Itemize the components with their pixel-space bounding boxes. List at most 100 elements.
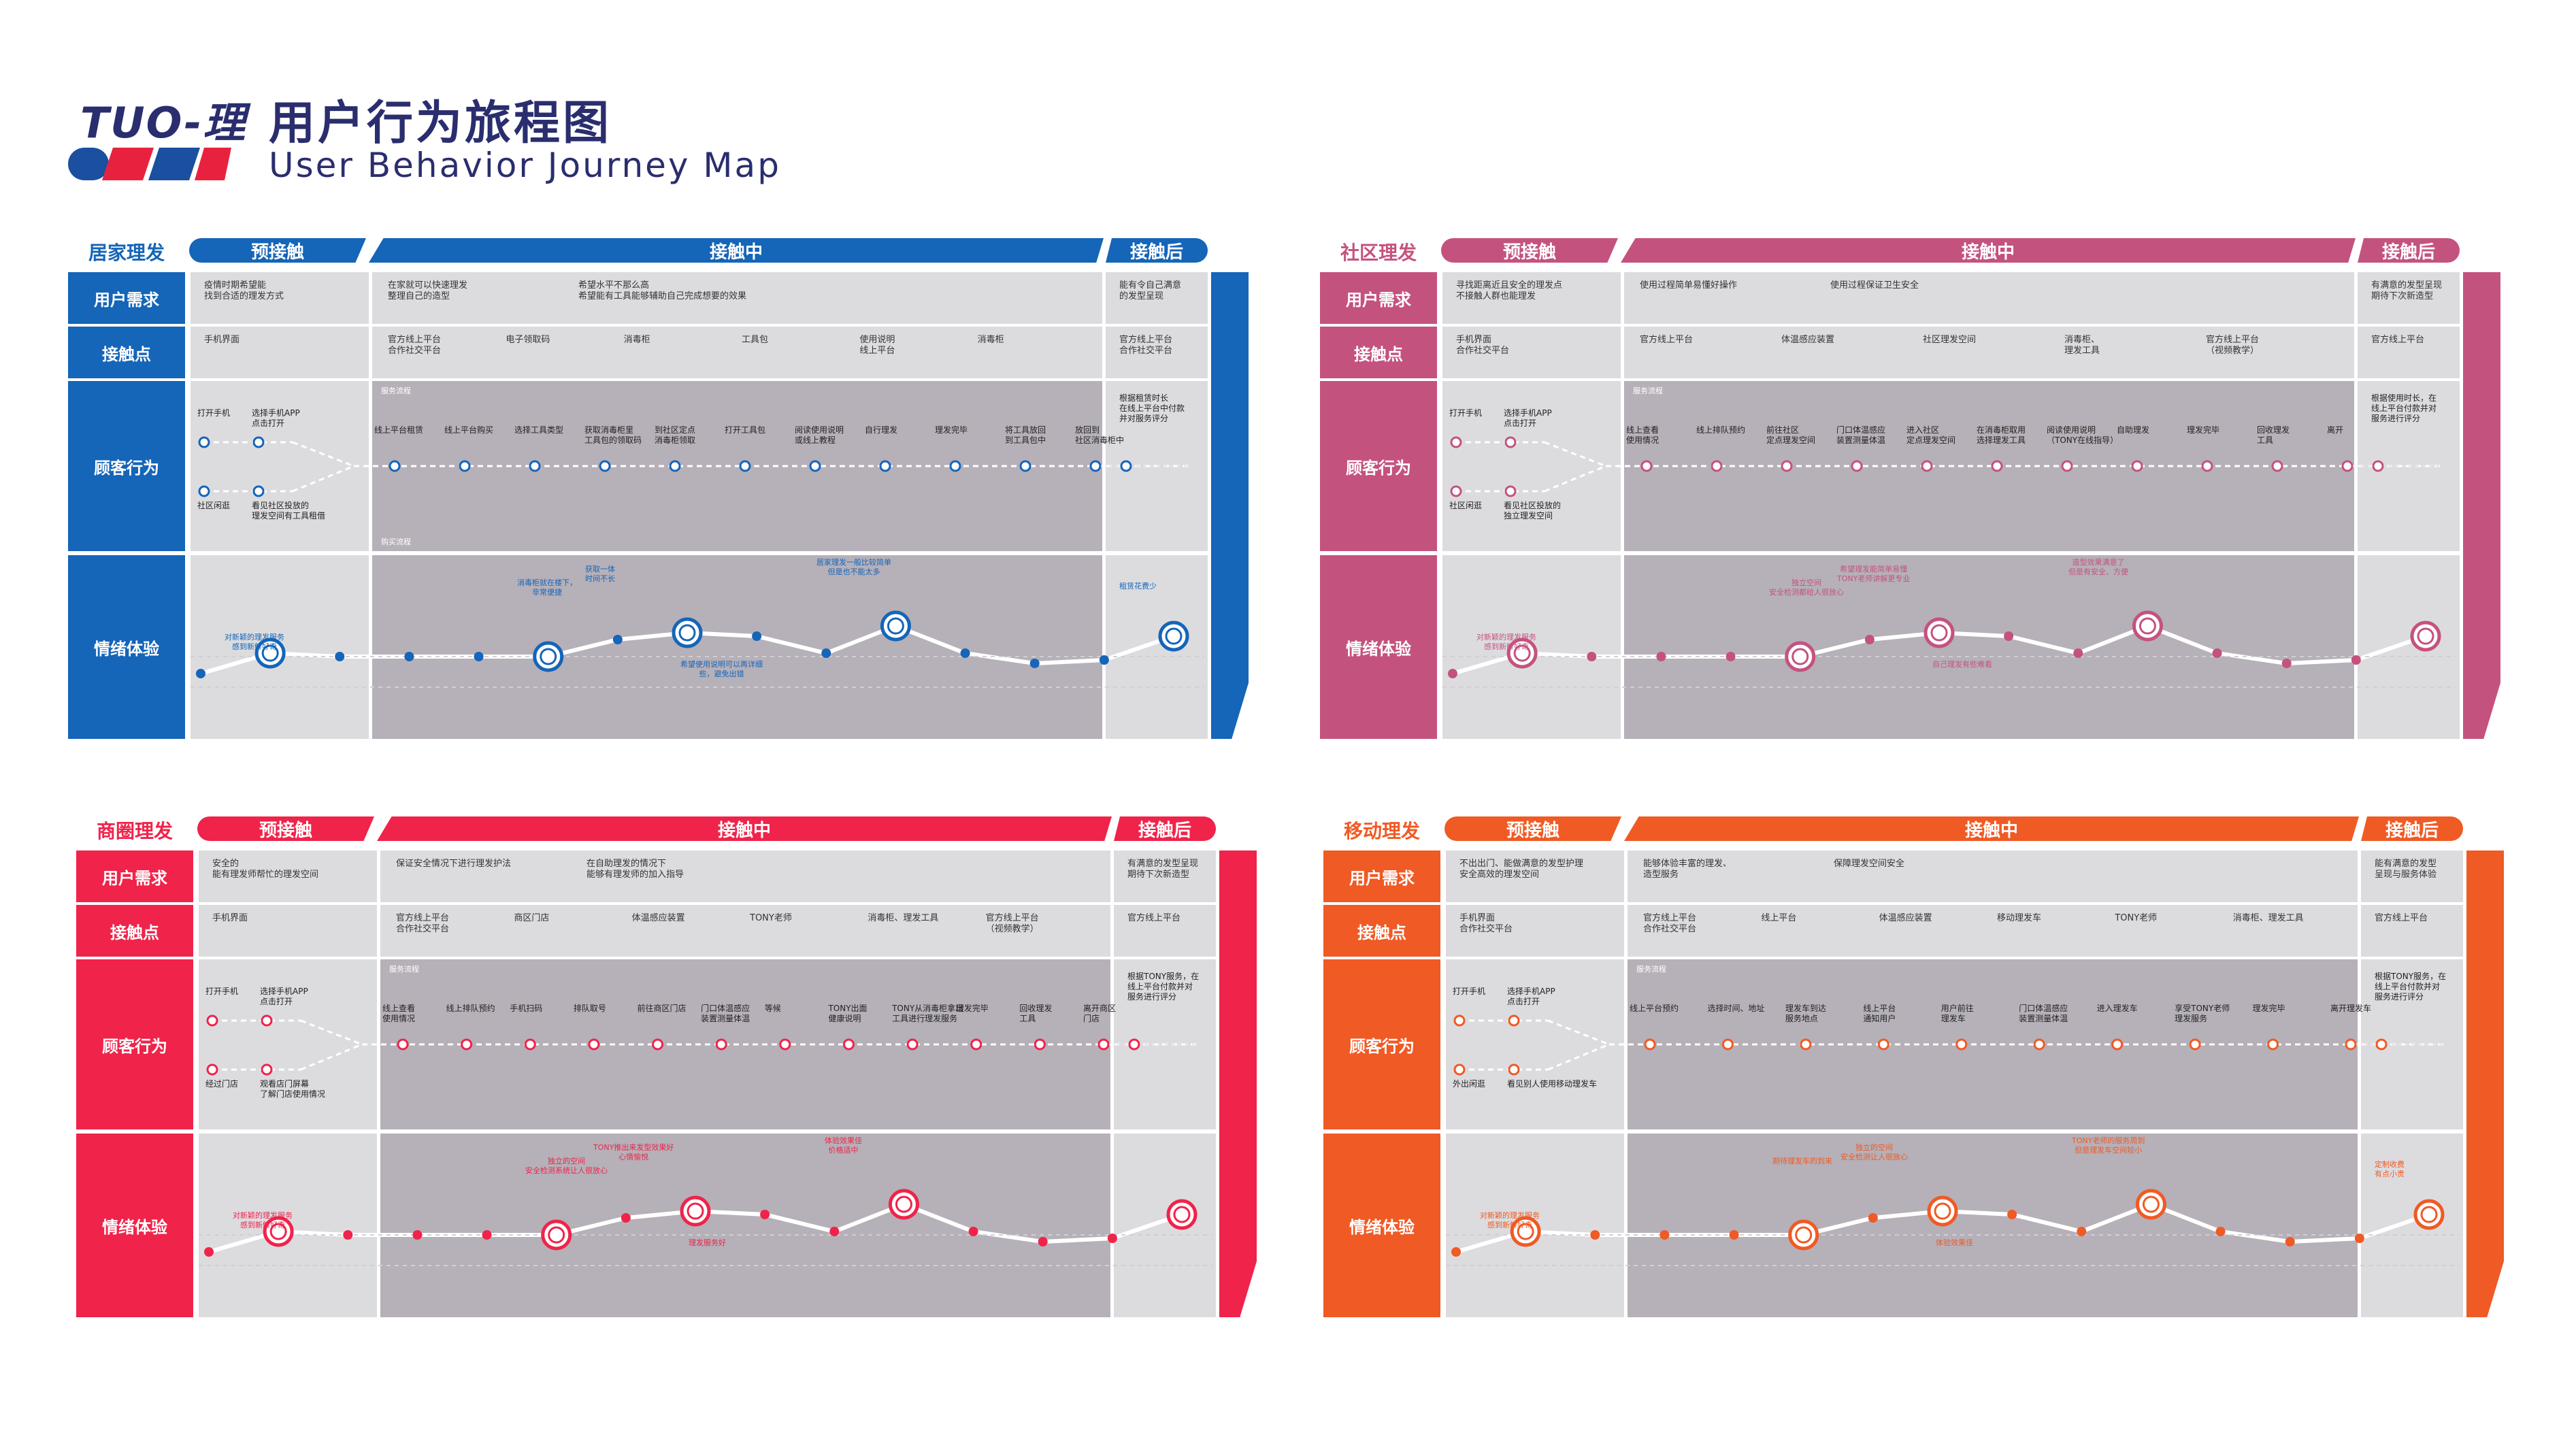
action-node — [1991, 460, 2003, 472]
grid-cell — [1114, 850, 1216, 902]
emotion-node — [960, 648, 970, 658]
grid-cell — [380, 850, 1110, 902]
action-node — [206, 1014, 218, 1027]
need-text: 保证安全情况下进行理发护法 — [396, 859, 512, 869]
emotion-node — [1864, 635, 1875, 644]
emotion-node — [2354, 1234, 2364, 1243]
action-label: 阅读使用说明 （TONY在线指导） — [2047, 425, 2119, 445]
emotion-annotation: 期待理发车的到来 — [1772, 1157, 1832, 1166]
stage-mid: 接触中 — [1621, 238, 2356, 263]
smiley-icon — [1506, 638, 1538, 669]
touchpoint-text: 消毒柜 — [623, 335, 650, 345]
touchpoint-text: 官方线上平台 （视频教学） — [2206, 335, 2260, 356]
action-node — [2341, 460, 2354, 472]
grid-cell — [2361, 1134, 2463, 1317]
smiley-icon — [1795, 1226, 1813, 1244]
flow-tag-service: 服务流程 — [1636, 965, 1666, 974]
need-text: 有满意的发型呈现 期待下次新造型 — [2371, 280, 2443, 301]
touchpoint-text: 工具包 — [742, 335, 769, 345]
action-label: 看见别人使用移动理发车 — [1507, 1079, 1598, 1089]
action-label: 线上排队预约 — [446, 1004, 495, 1013]
action-path — [300, 1019, 363, 1071]
grid-cell — [1446, 959, 1624, 1129]
touchpoint-text: 社区理发空间 — [1923, 335, 1977, 345]
emotion-annotation: 独立的空间 安全检测系统让人很放心 — [525, 1157, 608, 1175]
smiley-icon — [1517, 1223, 1534, 1240]
grid-cell — [1106, 327, 1208, 378]
touchpoint-text: 官方线上平台 （视频教学） — [985, 913, 1039, 934]
action-node — [2372, 460, 2384, 472]
panel-title: 居家理发 — [88, 242, 165, 264]
row-head-emotion: 情绪体验 — [1323, 1134, 1440, 1317]
action-label: 回收理发 工具 — [2257, 425, 2290, 445]
action-label: 线上查看 使用情况 — [1626, 425, 1659, 445]
touchpoint-text: 官方线上平台 — [1640, 335, 1694, 345]
smiley-icon — [2139, 617, 2156, 635]
grid-cell — [1446, 905, 1624, 957]
emotion-node — [2007, 1210, 2017, 1219]
flow-tag-service: 服务流程 — [389, 965, 419, 974]
emotion-node — [1725, 652, 1736, 661]
emotion-node — [412, 1230, 423, 1240]
action-node — [461, 1038, 473, 1051]
emotion-annotation: 体验效果佳 — [1936, 1238, 1973, 1247]
smiley-icon — [1791, 648, 1809, 665]
emotion-node — [1590, 1230, 1600, 1240]
emotion-node — [1659, 1230, 1670, 1240]
action-node — [261, 1014, 273, 1027]
action-label: 打开手机 — [197, 408, 231, 418]
emotion-node — [1656, 652, 1666, 661]
action-node — [1877, 1038, 1889, 1051]
action-node — [949, 460, 961, 472]
emotion-annotation: 自己理发有些难看 — [1932, 660, 1992, 669]
action-label: 打开手机 — [1453, 987, 1486, 996]
action-node — [1508, 1014, 1520, 1027]
stage-post: 接触后 — [1106, 238, 1208, 263]
action-node — [198, 436, 210, 448]
grid-cell — [1106, 272, 1208, 324]
touchpoint-text: 移动理发车 — [1997, 913, 2042, 923]
action-label: 线上查看 使用情况 — [382, 1004, 416, 1023]
emotion-annotation: 希望理发能简单易懂 TONY老师讲解更专业 — [1837, 565, 1911, 583]
row-head-emotion: 情绪体验 — [68, 555, 185, 739]
grid-cell — [199, 959, 377, 1129]
touchpoint-text: 官方线上平台 合作社交平台 — [388, 335, 442, 356]
touchpoint-text: TONY老师 — [2115, 913, 2158, 923]
smiley-icon — [2135, 1189, 2166, 1220]
emotion-node — [474, 652, 484, 661]
smiley-icon — [540, 648, 557, 665]
action-node — [809, 460, 821, 472]
grid-cell — [380, 1134, 1110, 1317]
action-node — [1453, 1014, 1466, 1027]
action-label: 理发车到达 服务地点 — [1785, 1004, 1826, 1023]
panel-title: 移动理发 — [1344, 820, 1421, 842]
row-head-emotion: 情绪体验 — [76, 1134, 193, 1317]
emotion-node — [1451, 1247, 1461, 1257]
action-node — [529, 460, 541, 472]
action-label: 放回到 社区消毒柜中 — [1075, 425, 1125, 445]
action-node — [198, 485, 210, 497]
emotion-annotation: 独立的空间 安全检测让人很放心 — [1840, 1143, 1908, 1161]
action-node — [652, 1038, 664, 1051]
action-node — [2345, 1038, 2357, 1051]
action-label: 线上排队预约 — [1696, 425, 1746, 435]
smiley-icon — [2410, 621, 2441, 652]
grid-cell — [1628, 905, 2358, 957]
emotion-annotation: 获取一体 时间不长 — [585, 565, 615, 583]
emotion-node — [2004, 631, 2014, 641]
touchpoint-text: 官方线上平台 合作社交平台 — [1119, 335, 1173, 356]
emotion-annotation: 对新颖的理发服务 感到新鲜好奇 — [225, 633, 284, 651]
journey-graphic — [1442, 436, 2456, 688]
emotion-node — [1099, 655, 1109, 665]
panel-side-tab — [2466, 850, 2504, 1317]
action-label: 前往社区 定点理发空间 — [1766, 425, 1816, 445]
action-node — [1921, 460, 1933, 472]
emotion-node — [1587, 652, 1597, 661]
action-label: 理发完毕 — [955, 1004, 989, 1013]
action-label: 离开商区 门店 — [1083, 1004, 1117, 1023]
flow-tag-service: 服务流程 — [1633, 386, 1663, 395]
action-label: 根据使用时长，在 线上平台付款并对 服务进行评分 — [2371, 393, 2437, 423]
action-label: 根据租赁时长 在线上平台中付款 并对服务评分 — [1119, 393, 1185, 423]
grid-cell — [2358, 327, 2460, 378]
action-label: TONY出面 健康说明 — [828, 1004, 868, 1023]
